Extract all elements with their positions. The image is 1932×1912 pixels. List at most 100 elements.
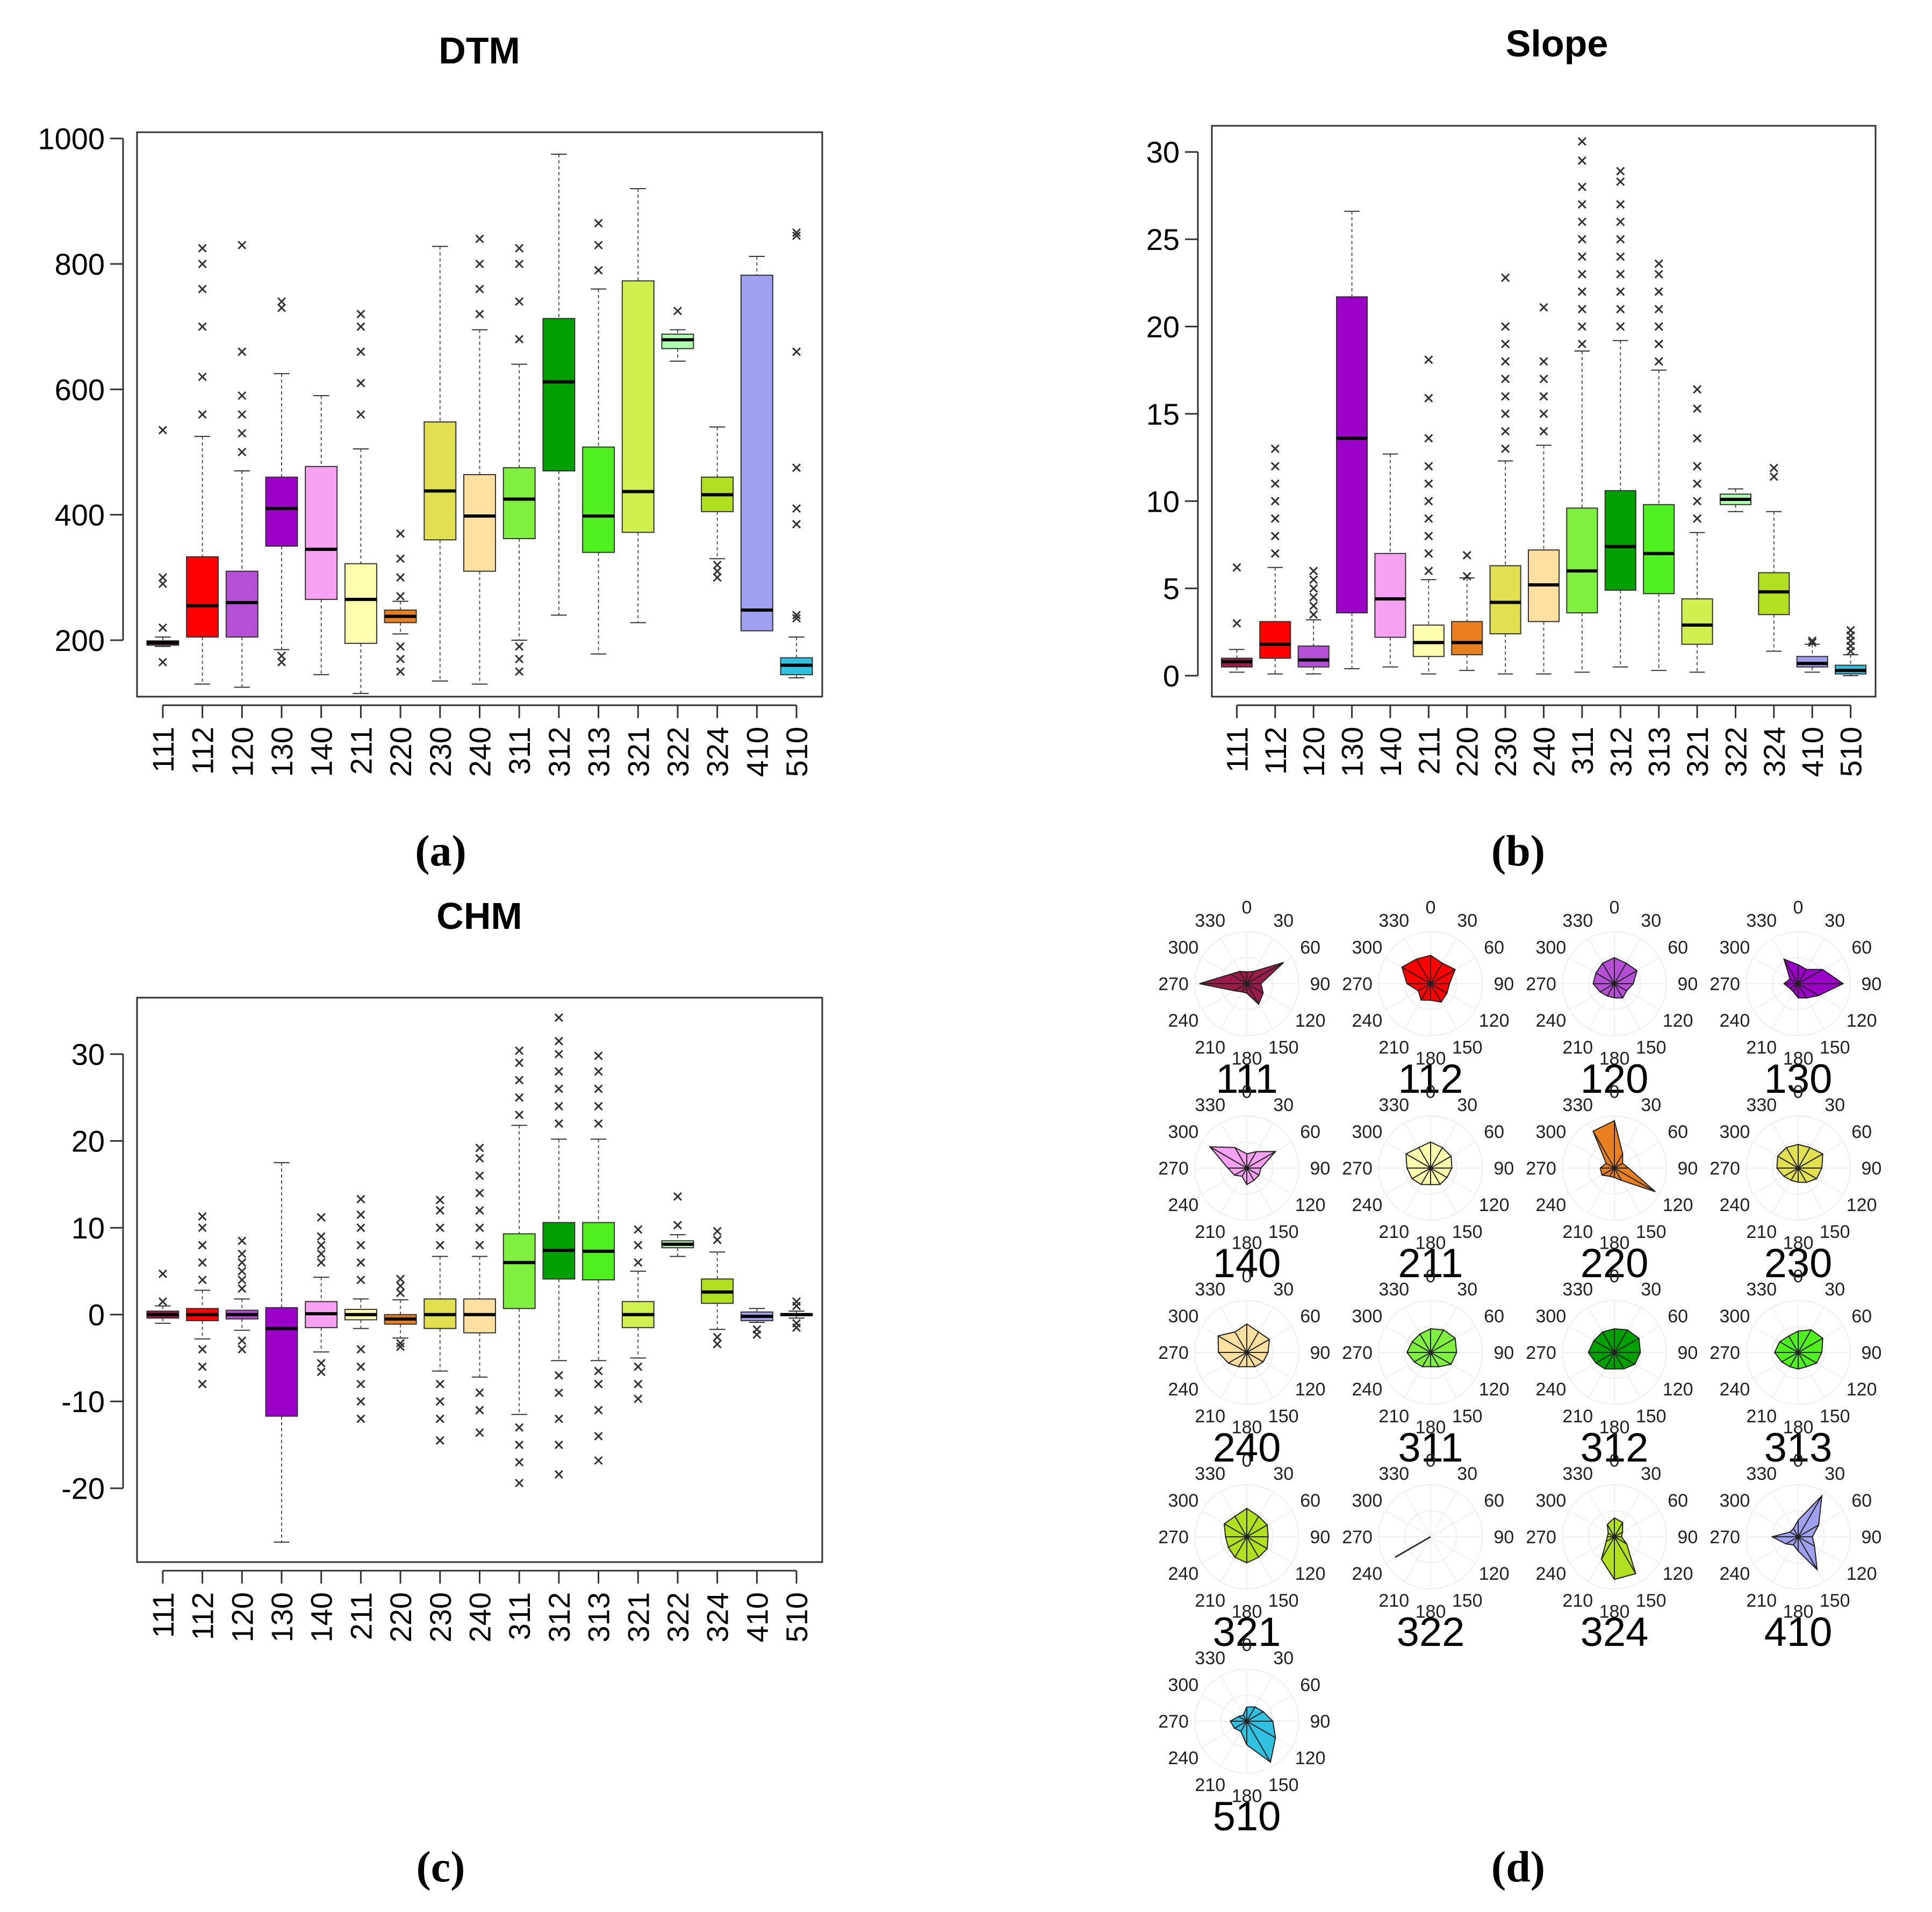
rose-direction-label: 120 — [1663, 1379, 1693, 1400]
box-iqr — [582, 446, 615, 553]
dtm-box-130 — [265, 297, 298, 667]
rose-direction-label: 30 — [1273, 1279, 1294, 1300]
chm-boxplot-panel: CHM -20 -10 0 10 20 30 111 112 120 130 140 211 220 230… — [61, 895, 823, 1642]
outlier-point — [1577, 235, 1586, 244]
dtm-box-322 — [661, 306, 694, 362]
outlier-point — [1692, 479, 1702, 488]
rose-spoke — [1793, 1528, 1799, 1537]
dtm-box-321 — [621, 188, 655, 624]
chm-x-tick-label: 230 — [423, 1592, 457, 1642]
outlier-point — [238, 428, 247, 438]
outlier-point — [594, 1051, 603, 1061]
rose-spoke — [1218, 1335, 1247, 1353]
outlier-point — [1654, 269, 1663, 279]
outlier-point — [1692, 434, 1702, 443]
outlier-point — [158, 623, 167, 632]
outlier-point — [1501, 392, 1510, 401]
dtm-plot-frame — [136, 131, 823, 698]
outlier-point — [475, 1188, 484, 1198]
rose-spoke — [1614, 1168, 1622, 1181]
rose-class-label: 321 — [1213, 1609, 1281, 1655]
rose-spoke — [1246, 971, 1255, 984]
chm-x-tick-label: 311 — [502, 1592, 536, 1640]
outlier-point — [1270, 497, 1280, 506]
rose-direction-label: 150 — [1452, 1037, 1483, 1058]
panel-label-d: (d) — [1491, 1842, 1545, 1891]
slope-box-140 — [1374, 453, 1406, 668]
rose-direction-label: 300 — [1168, 1306, 1199, 1327]
outlier-point — [1539, 303, 1548, 312]
chm-x-tick-label: 140 — [305, 1592, 339, 1642]
chm-x-tick-label: 120 — [225, 1592, 259, 1642]
rose-direction-label: 30 — [1457, 1464, 1477, 1484]
outlier-point — [1616, 252, 1625, 261]
rose-direction-label: 210 — [1746, 1037, 1777, 1058]
rose-direction-label: 180 — [1599, 1601, 1630, 1622]
rose-direction-label: 150 — [1452, 1591, 1483, 1611]
outlier-point — [1769, 463, 1778, 472]
rose-direction-label: 240 — [1720, 1564, 1750, 1584]
rose-spoke — [1246, 1536, 1268, 1549]
dtm-x-tick-label: 313 — [582, 727, 616, 777]
rose-direction-label: 300 — [1720, 1306, 1750, 1327]
outlier-point — [713, 573, 722, 582]
outlier-point — [396, 1342, 405, 1351]
rose-direction-label: 210 — [1378, 1037, 1409, 1058]
rose-spoke — [1614, 983, 1627, 992]
rose-spoke — [1414, 1352, 1431, 1363]
rose-direction-label: 60 — [1851, 1122, 1872, 1142]
rose-direction-line — [1395, 1536, 1431, 1558]
dtm-box-312 — [542, 153, 576, 616]
outlier-point — [238, 1336, 247, 1345]
outlier-point — [475, 1406, 484, 1415]
box-iqr — [1758, 572, 1790, 615]
dtm-box-140 — [305, 395, 338, 676]
rose-spoke — [1430, 1147, 1443, 1169]
chm-box-112 — [186, 1212, 219, 1388]
rose-class-label: 112 — [1398, 1056, 1463, 1102]
rose-direction-label: 90 — [1677, 1343, 1698, 1363]
outlier-point — [515, 1093, 524, 1102]
outlier-point — [713, 560, 722, 570]
rose-direction-label: 120 — [1295, 1379, 1326, 1400]
outlier-point — [594, 1101, 603, 1111]
outlier-point — [1501, 322, 1510, 331]
outlier-point — [1539, 357, 1548, 366]
rose-direction-label: 270 — [1526, 1343, 1556, 1363]
outlier-point — [1577, 182, 1586, 191]
rose-direction-label: 240 — [1168, 1564, 1199, 1584]
outlier-point — [1501, 339, 1510, 349]
outlier-point — [634, 1394, 643, 1403]
outlier-point — [475, 1154, 484, 1163]
dtm-box-120 — [225, 240, 258, 688]
rose-direction-label: 330 — [1195, 1464, 1225, 1484]
rose-direction-label: 60 — [1484, 937, 1504, 958]
rose-spoke — [1614, 1352, 1635, 1365]
rose-spoke — [1209, 1146, 1247, 1169]
outlier-point — [1539, 392, 1548, 401]
rose-spoke — [1430, 1329, 1445, 1353]
rose-direction-label: 210 — [1195, 1037, 1225, 1058]
slope-x-tick-label: 112 — [1259, 727, 1292, 775]
outlier-point — [554, 1470, 563, 1479]
outlier-point — [396, 554, 405, 563]
rose-spoke — [1246, 1524, 1268, 1537]
outlier-point — [594, 266, 603, 275]
outlier-point — [594, 1456, 603, 1465]
outlier-point — [1577, 287, 1586, 296]
outlier-point — [317, 1367, 326, 1377]
rose-direction-label: 30 — [1825, 1464, 1845, 1484]
slope-box-311 — [1566, 137, 1598, 673]
outlier-point — [792, 520, 801, 529]
rose-direction-label: 240 — [1536, 1195, 1567, 1215]
rose-direction-label: 240 — [1536, 1564, 1567, 1584]
rose-direction-label: 150 — [1820, 1591, 1850, 1611]
rose-direction-label: 210 — [1562, 1037, 1593, 1058]
outlier-point — [1577, 137, 1586, 146]
outlier-point — [475, 1241, 484, 1250]
rose-grid-spoke — [1430, 1536, 1457, 1582]
rose-spoke — [1224, 1523, 1247, 1537]
rose-direction-label: 240 — [1352, 1195, 1383, 1215]
outlier-point — [1654, 304, 1663, 314]
